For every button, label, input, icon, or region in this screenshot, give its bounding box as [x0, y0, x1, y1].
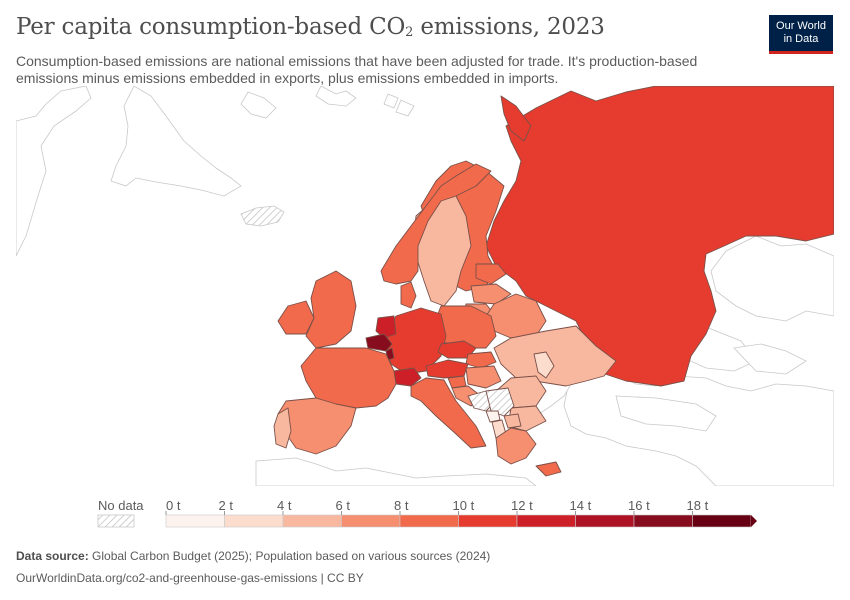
legend-bin-swatch — [633, 514, 693, 528]
legend-bin-swatch — [692, 514, 752, 528]
region-greece[interactable] — [495, 427, 537, 465]
region-portugal[interactable] — [273, 407, 292, 449]
region-estonia[interactable] — [475, 263, 507, 285]
legend-swatches — [97, 511, 757, 528]
region-ireland[interactable] — [277, 300, 315, 335]
legend-bin-label: 12 t — [511, 498, 533, 513]
legend-bin-label: 10 t — [452, 498, 475, 513]
region-moldova[interactable] — [533, 351, 555, 379]
region-iceland[interactable] — [240, 205, 285, 227]
region-belgium[interactable] — [365, 333, 393, 352]
legend-bin-label: 4 t — [277, 498, 292, 513]
region-serbia[interactable] — [485, 387, 515, 417]
legend-bin-label: 6 t — [335, 498, 350, 513]
legend-bin-swatch — [341, 514, 401, 528]
legend-bin-label: 18 t — [686, 498, 709, 513]
legend-bin-swatch — [224, 514, 284, 528]
legend-bin-label: 16 t — [628, 498, 650, 513]
region-latvia[interactable] — [470, 283, 512, 305]
legend-bin-swatch — [458, 514, 518, 528]
region-netherlands[interactable] — [375, 315, 397, 339]
legend-bin-label: 0 t — [166, 498, 181, 513]
region-north-macedonia[interactable] — [503, 413, 522, 429]
legend-bin-label: 2 t — [218, 498, 233, 513]
region-russia[interactable] — [485, 86, 834, 387]
chart-subtitle: Consumption-based emissions are national… — [16, 53, 698, 86]
legend-bin-label: 14 t — [569, 498, 592, 513]
region-cyprus[interactable] — [535, 461, 562, 477]
region-france[interactable] — [300, 347, 397, 409]
region-denmark[interactable] — [400, 281, 417, 309]
legend-bin-swatch — [282, 514, 342, 528]
color-legend: No data 0 t 2 t 4 t 6 t 8 t 10 t 12 t 14 t 16 t 1… — [0, 490, 850, 535]
owid-logo[interactable]: Our World in Data — [769, 15, 833, 54]
source-url[interactable]: OurWorldinData.org/co2-and-greenhouse-ga… — [16, 571, 364, 585]
legend-bin-swatch — [165, 514, 225, 528]
region-italy[interactable] — [410, 377, 487, 449]
legend-arrow — [751, 515, 757, 527]
europe-map — [16, 86, 834, 486]
region-russia[interactable] — [500, 95, 532, 142]
legend-no-data-label: No data — [98, 498, 144, 513]
data-source: Data source: Global Carbon Budget (2025)… — [16, 549, 491, 563]
region-montenegro[interactable] — [485, 410, 501, 423]
legend-bin-swatch — [399, 514, 459, 528]
chart-title: Per capita consumption-based CO2 emissio… — [16, 14, 605, 40]
background-land — [16, 86, 834, 486]
region-ukraine[interactable] — [493, 325, 617, 387]
legend-bin-swatch — [575, 514, 635, 528]
region-hungary[interactable] — [465, 365, 502, 389]
legend-bin-swatch — [516, 514, 576, 528]
region-norway[interactable] — [380, 163, 492, 285]
region-slovakia[interactable] — [465, 351, 497, 369]
region-united-kingdom[interactable] — [305, 270, 357, 349]
legend-no-data-swatch — [97, 514, 135, 528]
legend-bin-label: 8 t — [394, 498, 409, 513]
